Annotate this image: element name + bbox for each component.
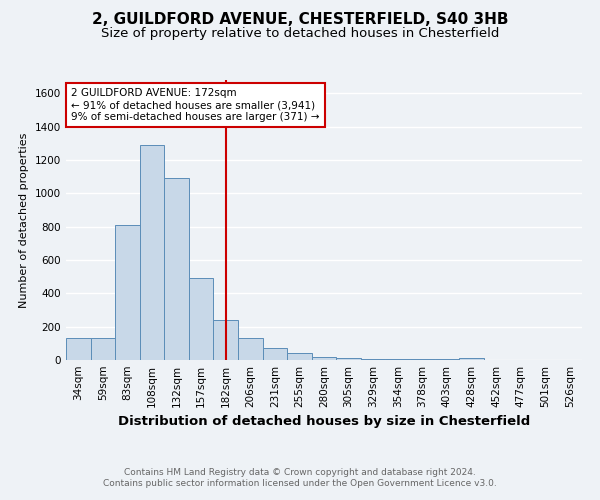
Bar [263, 348, 287, 360]
Text: 2, GUILDFORD AVENUE, CHESTERFIELD, S40 3HB: 2, GUILDFORD AVENUE, CHESTERFIELD, S40 3… [92, 12, 508, 28]
Bar [164, 178, 189, 360]
Bar [312, 356, 336, 360]
Bar [410, 359, 434, 360]
Bar [238, 338, 263, 360]
Bar [214, 320, 238, 360]
Y-axis label: Number of detached properties: Number of detached properties [19, 132, 29, 308]
Bar [115, 225, 140, 360]
Bar [434, 359, 459, 360]
Bar [385, 359, 410, 360]
Text: Size of property relative to detached houses in Chesterfield: Size of property relative to detached ho… [101, 28, 499, 40]
Bar [66, 338, 91, 360]
Bar [336, 358, 361, 360]
Bar [189, 278, 214, 360]
Bar [91, 338, 115, 360]
X-axis label: Distribution of detached houses by size in Chesterfield: Distribution of detached houses by size … [118, 416, 530, 428]
Text: 2 GUILDFORD AVENUE: 172sqm
← 91% of detached houses are smaller (3,941)
9% of se: 2 GUILDFORD AVENUE: 172sqm ← 91% of deta… [71, 88, 320, 122]
Text: Contains HM Land Registry data © Crown copyright and database right 2024.
Contai: Contains HM Land Registry data © Crown c… [103, 468, 497, 487]
Bar [287, 352, 312, 360]
Bar [459, 358, 484, 360]
Bar [140, 145, 164, 360]
Bar [361, 359, 385, 360]
